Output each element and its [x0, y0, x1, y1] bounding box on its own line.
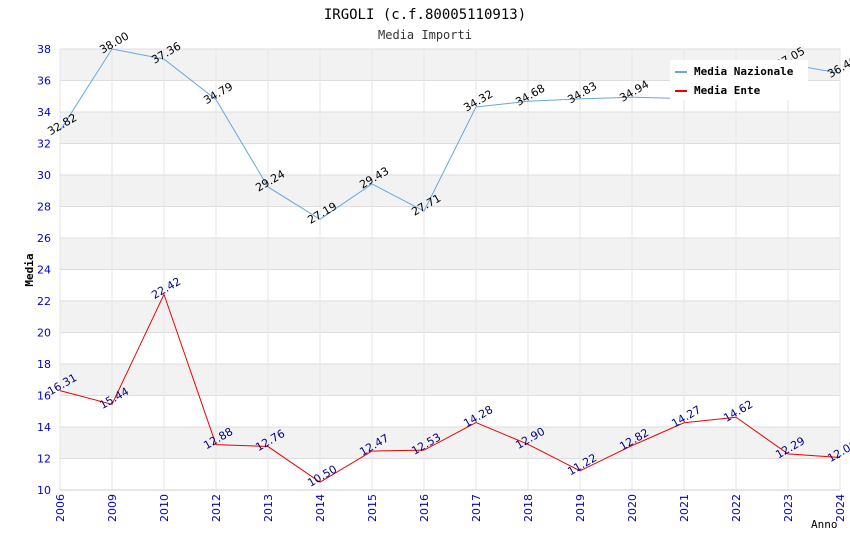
y-tick-label: 16: [37, 390, 51, 403]
y-tick-label: 32: [37, 138, 51, 151]
data-label-media-ente: 14.62: [721, 398, 755, 425]
x-tick-label: 2006: [54, 494, 67, 522]
x-tick-label: 2016: [418, 494, 431, 522]
data-label-media-nazionale: 34.94: [617, 78, 651, 105]
data-label-media-ente: 14.28: [461, 403, 495, 430]
grid-band: [60, 427, 840, 459]
x-tick-label: 2014: [314, 494, 327, 522]
y-tick-label: 26: [37, 232, 51, 245]
grid-bands: [60, 49, 840, 459]
grid-band: [60, 112, 840, 144]
data-label-media-ente: 10.50: [305, 463, 339, 490]
x-tick-label: 2015: [366, 494, 379, 522]
x-tick-label: 2021: [678, 494, 691, 522]
y-tick-label: 12: [37, 453, 51, 466]
x-tick-labels: 2006 2009 2010 2012 2013 2014 2015 2016 2017 2018…: [54, 494, 847, 522]
y-tick-label: 18: [37, 358, 51, 371]
x-tick-label: 2022: [730, 494, 743, 522]
x-tick-label: 2019: [574, 494, 587, 522]
legend-background: [670, 60, 808, 100]
x-tick-label: 2024: [834, 494, 847, 522]
x-tick-label: 2009: [106, 494, 119, 522]
y-tick-label: 14: [37, 421, 51, 434]
grid-band: [60, 175, 840, 207]
data-label-media-nazionale: 34.83: [565, 79, 599, 106]
y-tick-labels: 10 12 14 16 18 20 22 24 26 28 30 32 34 36 38: [37, 43, 51, 497]
y-tick-label: 10: [37, 484, 51, 497]
x-tick-label: 2013: [262, 494, 275, 522]
x-tick-label: 2017: [470, 494, 483, 522]
x-tick-label: 2010: [158, 494, 171, 522]
series-line-media-ente: [59, 293, 841, 483]
x-axis-title: Anno: [811, 518, 838, 531]
chart-subtitle: Media Importi: [378, 28, 472, 42]
y-tick-label: 22: [37, 295, 51, 308]
legend: Media Nazionale Media Ente: [670, 60, 808, 100]
x-tick-label: 2012: [210, 494, 223, 522]
y-tick-label: 36: [37, 75, 51, 88]
y-tick-label: 34: [37, 106, 51, 119]
data-label-media-nazionale: 34.32: [461, 87, 495, 114]
grid-band: [60, 301, 840, 333]
y-tick-label: 30: [37, 169, 51, 182]
vertical-gridlines: [59, 49, 841, 490]
chart-title: IRGOLI (c.f.80005110913): [324, 7, 526, 23]
data-label-media-ente: 22.42: [149, 275, 183, 302]
x-tick-label: 2020: [626, 494, 639, 522]
legend-label-media-nazionale: Media Nazionale: [694, 65, 794, 78]
y-tick-label: 38: [37, 43, 51, 56]
y-tick-label: 24: [37, 264, 51, 277]
y-axis-title: Media: [23, 253, 36, 286]
grid-band: [60, 238, 840, 270]
data-label-media-nazionale: 34.68: [513, 82, 547, 109]
legend-label-media-ente: Media Ente: [694, 84, 761, 97]
data-label-media-ente: 14.27: [669, 403, 703, 430]
x-tick-label: 2023: [782, 494, 795, 522]
x-tick-label: 2018: [522, 494, 535, 522]
horizontal-gridlines: [60, 48, 840, 491]
y-tick-label: 20: [37, 327, 51, 340]
y-tick-label: 28: [37, 201, 51, 214]
grid-band: [60, 364, 840, 396]
